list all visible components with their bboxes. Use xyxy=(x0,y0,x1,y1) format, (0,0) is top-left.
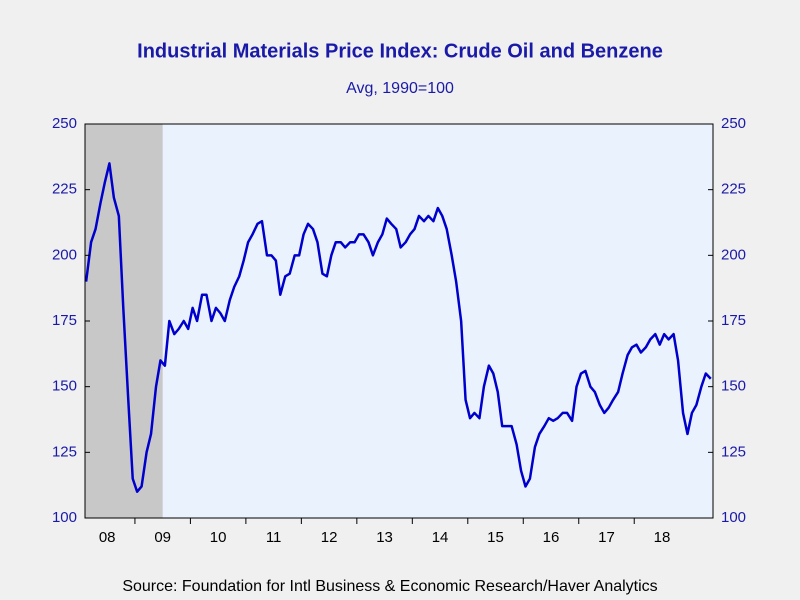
y-tick-label: 225 xyxy=(52,181,77,198)
chart-subtitle: Avg, 1990=100 xyxy=(346,80,454,97)
x-tick-label: 14 xyxy=(432,529,449,546)
x-tick-label: 10 xyxy=(210,529,227,546)
plot-area xyxy=(85,124,713,518)
y-tick-label: 100 xyxy=(52,509,77,526)
x-tick-label: 17 xyxy=(598,529,615,546)
y2-tick-label: 250 xyxy=(721,115,746,132)
x-tick-label: 09 xyxy=(154,529,171,546)
y-tick-label: 250 xyxy=(52,115,77,132)
y-tick-label: 175 xyxy=(52,312,77,329)
x-tick-label: 08 xyxy=(99,529,116,546)
y2-tick-label: 175 xyxy=(721,312,746,329)
x-tick-label: 11 xyxy=(266,529,282,546)
y2-tick-label: 225 xyxy=(721,181,746,198)
x-tick-label: 12 xyxy=(321,529,338,546)
y2-tick-label: 125 xyxy=(721,443,746,460)
x-tick-label: 18 xyxy=(654,529,671,546)
y-tick-label: 150 xyxy=(52,378,77,395)
y2-tick-label: 100 xyxy=(721,509,746,526)
y2-tick-label: 200 xyxy=(721,246,746,263)
chart-title: Industrial Materials Price Index: Crude … xyxy=(137,40,663,62)
x-tick-label: 16 xyxy=(543,529,560,546)
source-note: Source: Foundation for Intl Business & E… xyxy=(122,578,657,595)
data-line xyxy=(84,162,712,493)
y-tick-label: 200 xyxy=(52,246,77,263)
x-tick-label: 15 xyxy=(487,529,504,546)
y-tick-label: 125 xyxy=(52,443,77,460)
x-tick-label: 13 xyxy=(376,529,393,546)
y2-tick-label: 150 xyxy=(721,378,746,395)
